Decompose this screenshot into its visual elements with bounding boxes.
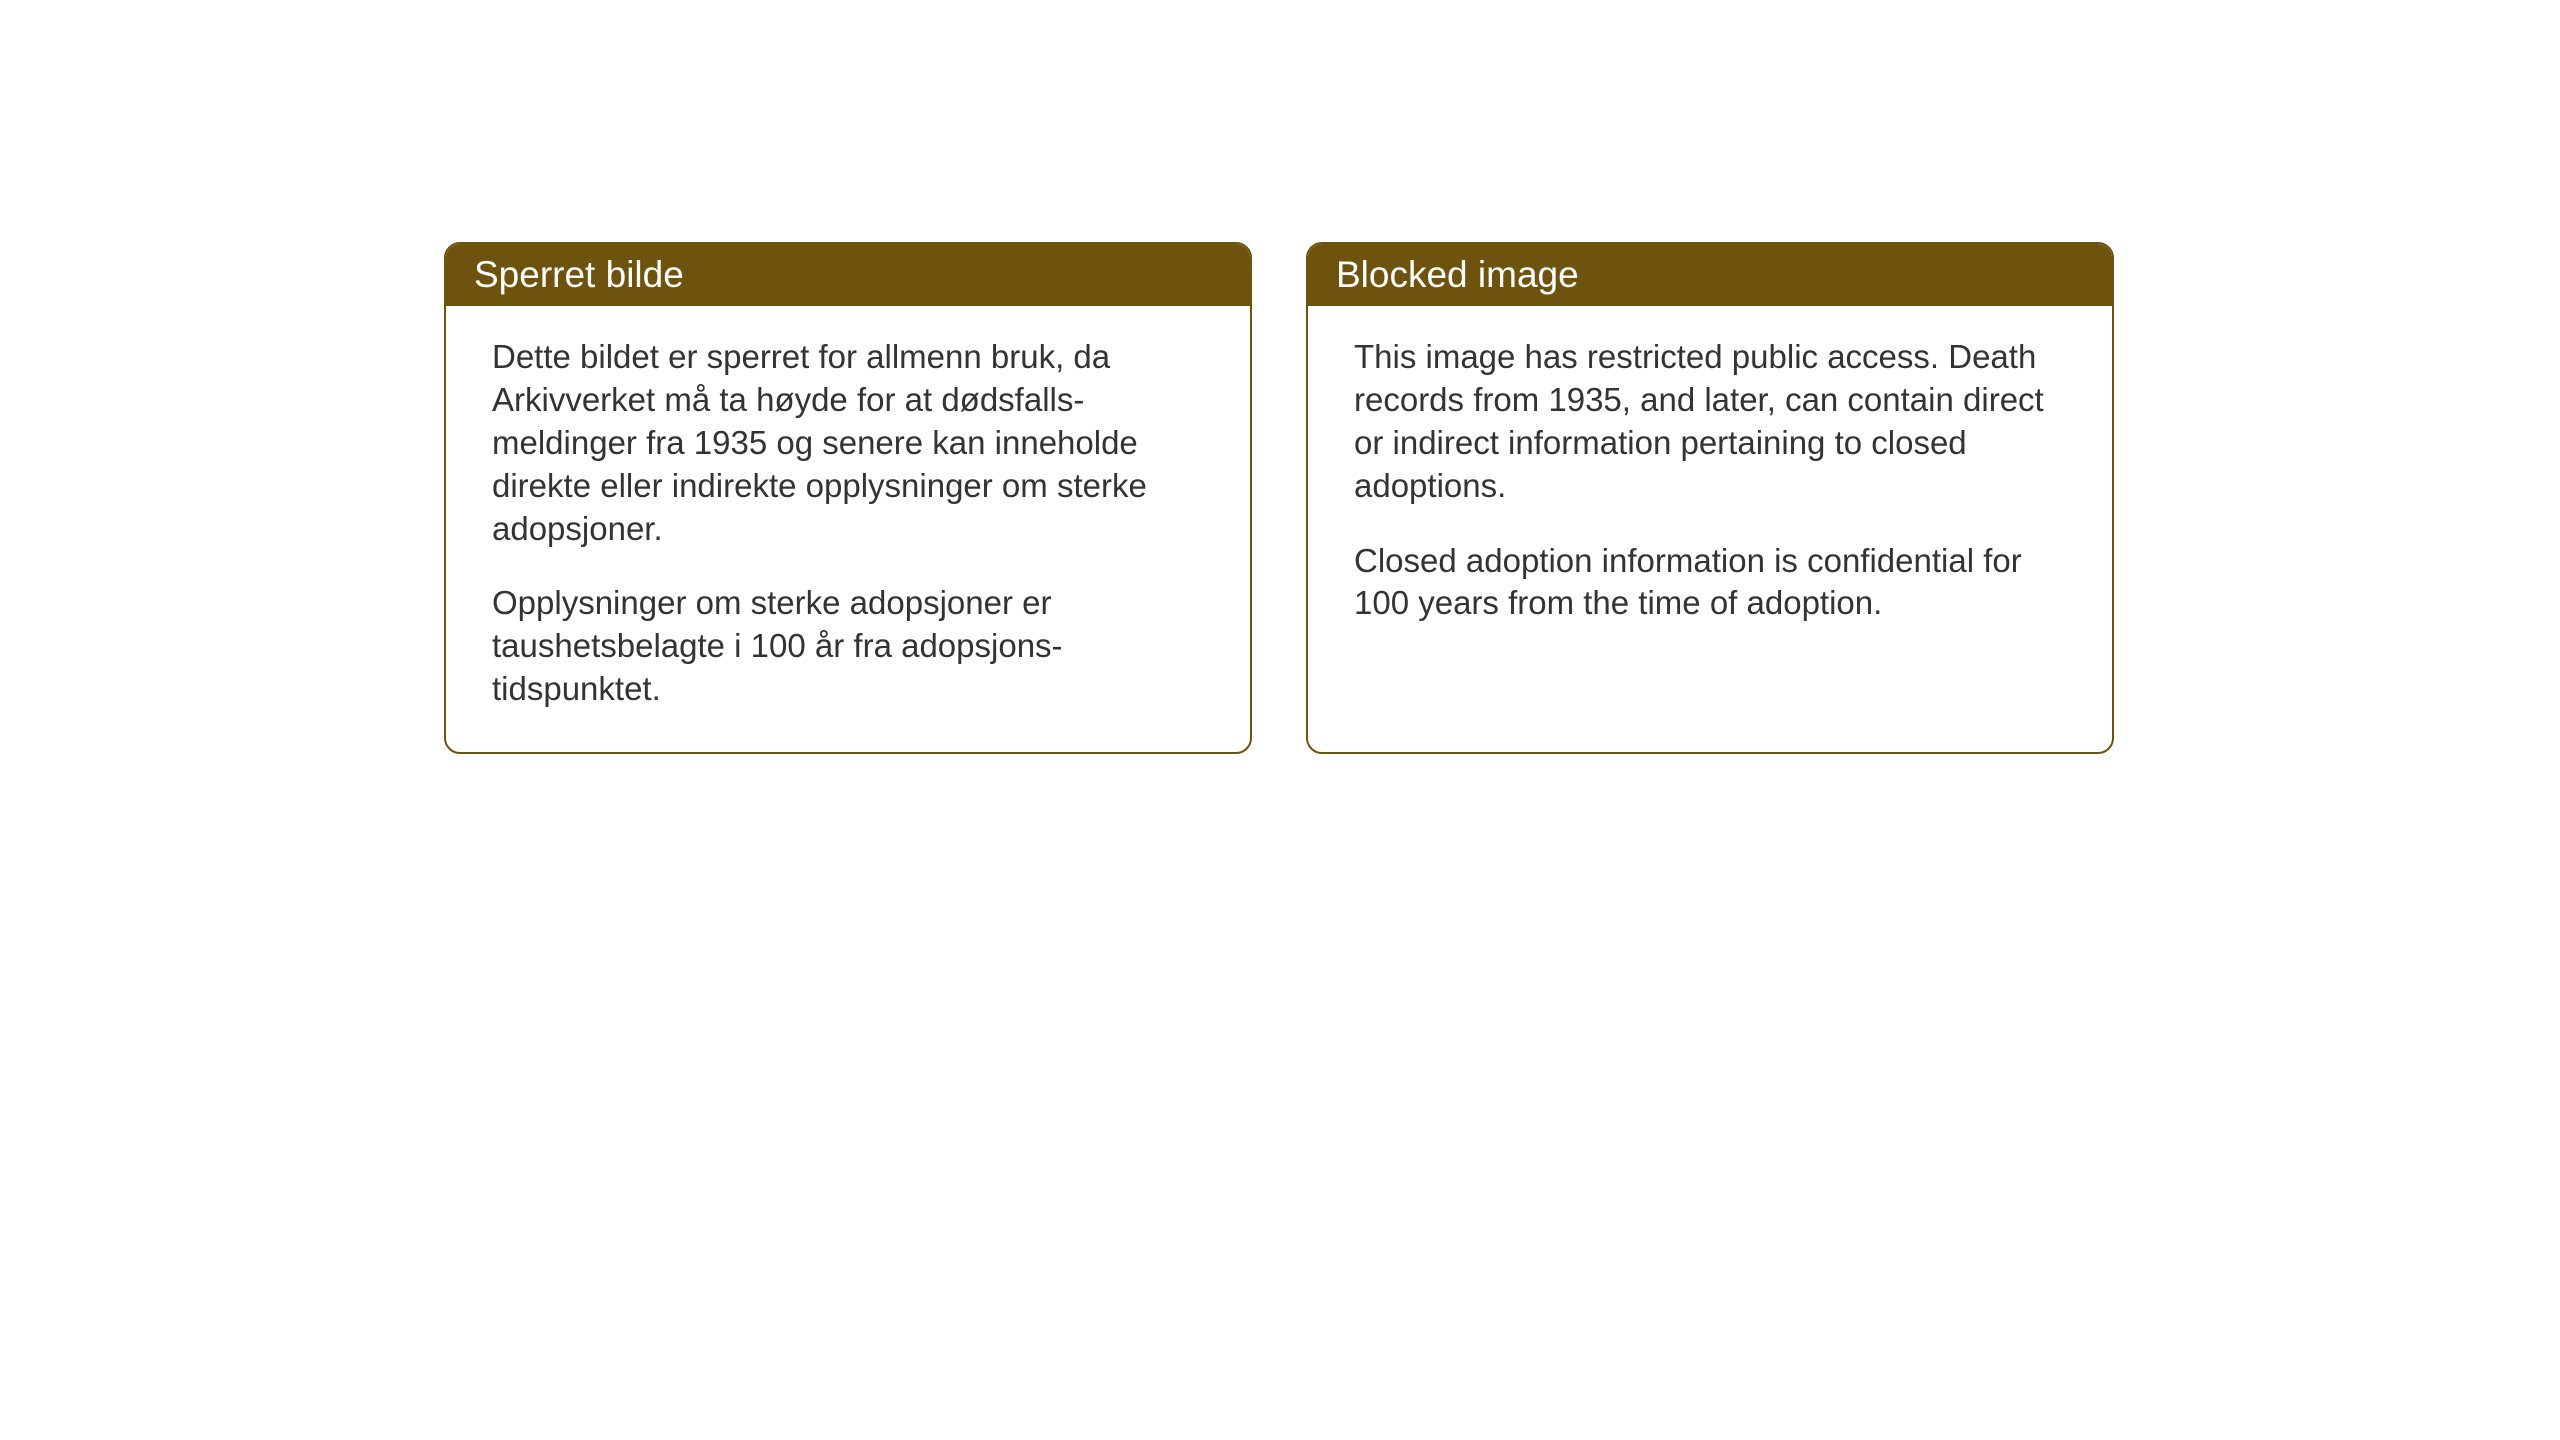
notice-paragraph-1-english: This image has restricted public access.…	[1354, 336, 2066, 508]
notice-paragraph-1-norwegian: Dette bildet er sperret for allmenn bruk…	[492, 336, 1204, 550]
notice-header-english: Blocked image	[1308, 244, 2112, 306]
notice-box-norwegian: Sperret bilde Dette bildet er sperret fo…	[444, 242, 1252, 754]
notice-header-norwegian: Sperret bilde	[446, 244, 1250, 306]
notice-box-english: Blocked image This image has restricted …	[1306, 242, 2114, 754]
notice-body-norwegian: Dette bildet er sperret for allmenn bruk…	[446, 306, 1250, 751]
notice-title-english: Blocked image	[1336, 254, 1579, 295]
notice-container: Sperret bilde Dette bildet er sperret fo…	[444, 242, 2114, 754]
notice-body-english: This image has restricted public access.…	[1308, 306, 2112, 665]
notice-title-norwegian: Sperret bilde	[474, 254, 684, 295]
notice-paragraph-2-english: Closed adoption information is confident…	[1354, 540, 2066, 626]
notice-paragraph-2-norwegian: Opplysninger om sterke adopsjoner er tau…	[492, 582, 1204, 711]
